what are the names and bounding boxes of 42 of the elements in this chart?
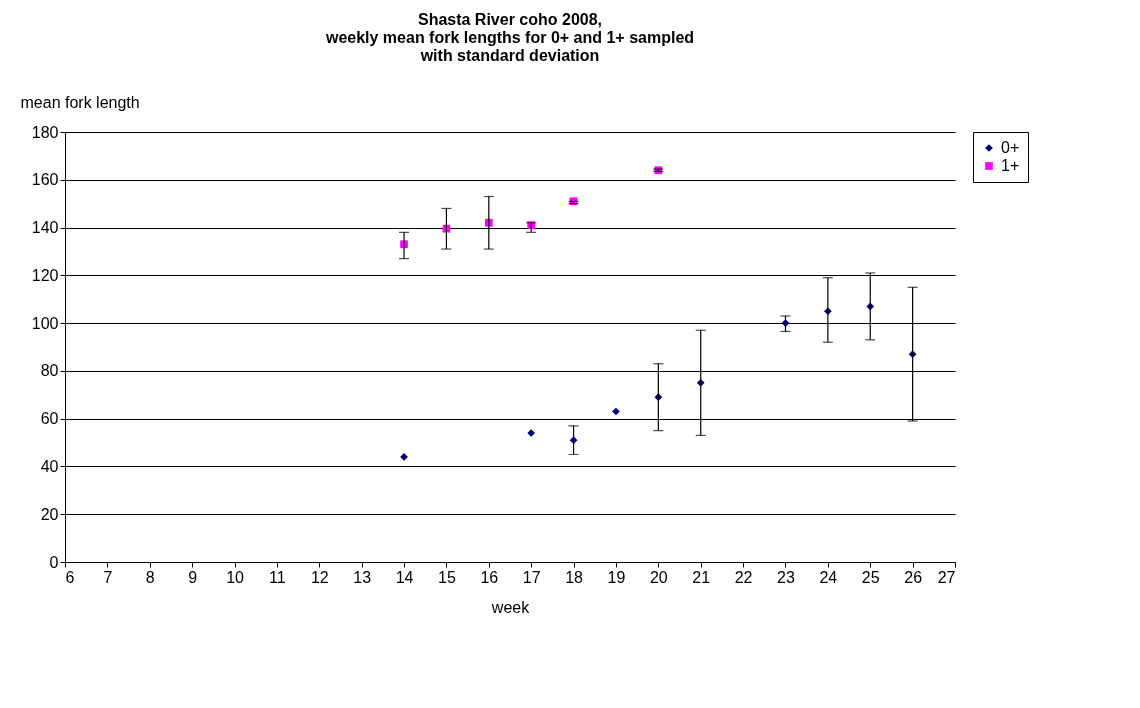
x-tick-label: 13 [353,568,372,586]
x-tick-label: 19 [607,568,626,586]
x-tick-label: 25 [861,568,880,586]
text: Shasta River coho 2008, [417,11,603,28]
x-tick-label: 24 [819,568,838,586]
x-tick-label: 8 [145,568,155,586]
y-tick-label: 100 [31,314,59,332]
x-tick-label: 17 [522,568,541,586]
x-tick-label: 22 [734,568,753,586]
legend-label: 0+ [1001,139,1020,156]
y-tick-label: 40 [40,457,59,475]
y-tick-label: 160 [31,171,59,189]
x-tick-label: 10 [226,568,245,586]
legend-label: 1+ [1001,157,1020,174]
y-tick-label: 20 [40,505,59,523]
y-tick-label: 80 [40,362,59,380]
x-tick-label: 12 [310,568,329,586]
x-tick-label: 9 [188,568,198,586]
x-tick-label: 21 [692,568,711,586]
x-tick-label: 27 [937,568,956,586]
y-tick-label: 120 [31,266,59,284]
x-tick-label: 14 [395,568,414,586]
point [527,429,536,437]
y-tick-label: 180 [31,123,59,141]
x-tick-label: 15 [438,568,456,586]
x-tick-label: 6 [65,568,75,586]
y-tick-label: 140 [31,219,59,237]
x-tick-label: 26 [904,568,923,586]
x-tick-label: 7 [103,568,113,586]
x-tick-label: 23 [777,568,795,586]
y-tick-label: 60 [40,410,59,428]
y-tick-label: 0 [49,553,59,571]
x-tick-label: 16 [480,568,499,586]
x-tick-label: 11 [269,568,286,586]
point [400,453,408,461]
text: weekly mean fork lengths for 0+ and 1+ sampled [325,29,695,46]
point [612,407,620,416]
y-axis-title: mean fork length [20,93,140,111]
x-tick-label: 18 [565,568,584,586]
x-tick-label: 20 [649,568,668,586]
text: with standard deviation [420,47,600,64]
x-axis-title: week [490,598,531,616]
